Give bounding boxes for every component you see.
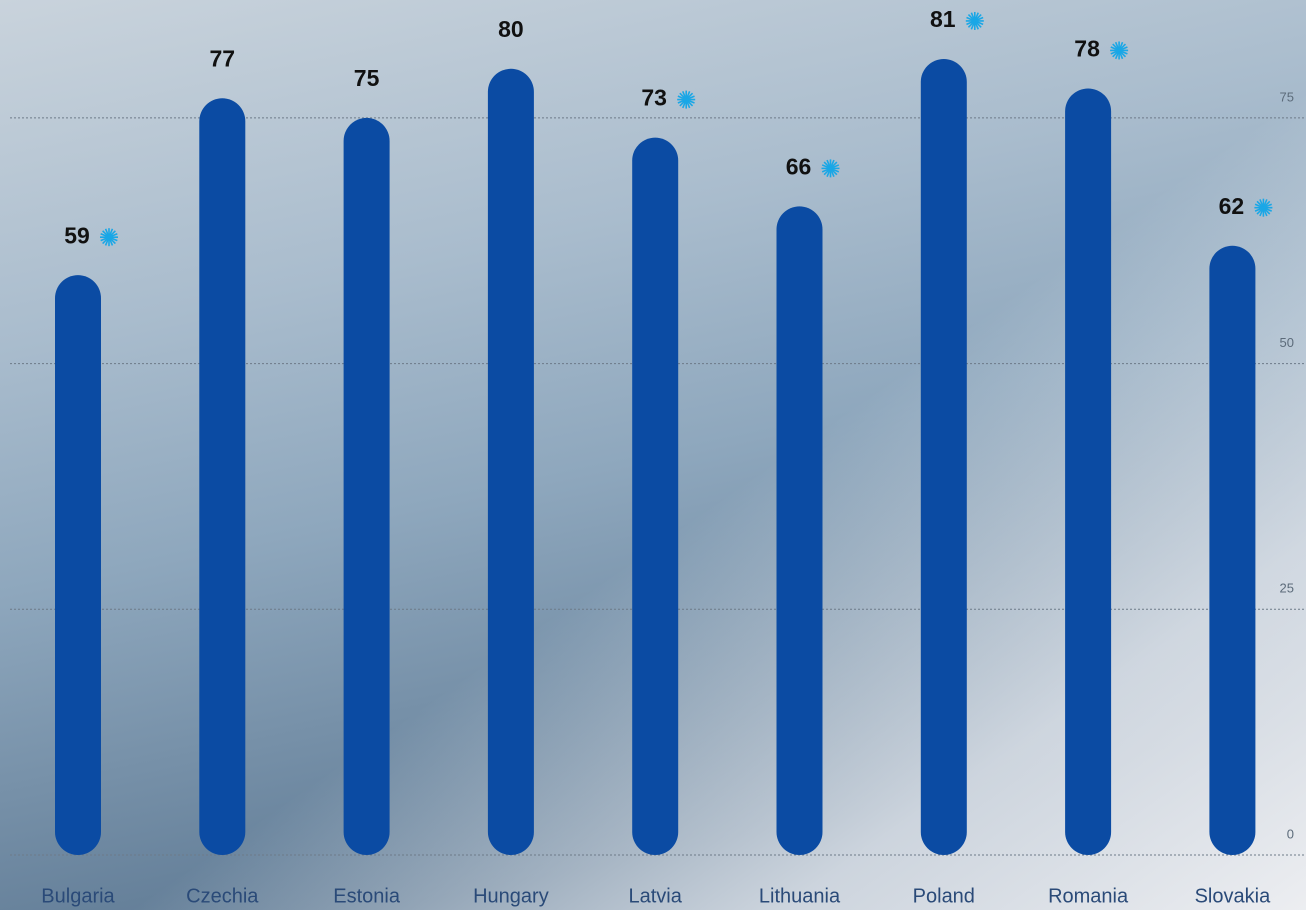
flag-icon bbox=[100, 228, 118, 247]
bar bbox=[1065, 88, 1112, 856]
x-tick-label: Estonia bbox=[333, 885, 401, 907]
value-label: 78 bbox=[1074, 36, 1100, 62]
value-label: 59 bbox=[64, 222, 90, 248]
x-tick-label: Hungary bbox=[473, 885, 549, 907]
bar bbox=[776, 206, 823, 856]
x-tick-label: Bulgaria bbox=[41, 885, 115, 907]
bar bbox=[1209, 245, 1256, 856]
y-tick-label: 25 bbox=[1280, 581, 1294, 596]
bar bbox=[632, 137, 679, 856]
bar bbox=[487, 68, 534, 856]
bar bbox=[199, 98, 246, 855]
y-tick-label: 75 bbox=[1280, 89, 1294, 104]
flag-icon bbox=[965, 11, 984, 30]
bar bbox=[343, 117, 390, 856]
bar bbox=[55, 275, 101, 855]
x-tick-label: Czechia bbox=[186, 885, 259, 907]
value-label: 66 bbox=[786, 153, 812, 179]
flag-icon bbox=[1110, 41, 1129, 60]
value-label: 80 bbox=[498, 16, 524, 42]
bar bbox=[920, 58, 967, 856]
x-tick-label: Romania bbox=[1048, 885, 1129, 907]
value-label: 73 bbox=[641, 85, 667, 111]
y-tick-label: 50 bbox=[1280, 335, 1294, 350]
flag-icon bbox=[821, 159, 840, 178]
flag-icon bbox=[677, 90, 696, 109]
x-tick-label: Slovakia bbox=[1195, 885, 1271, 907]
x-tick-label: Latvia bbox=[629, 885, 683, 907]
y-tick-label: 0 bbox=[1287, 826, 1294, 841]
x-tick-label: Lithuania bbox=[759, 885, 841, 907]
value-label: 62 bbox=[1219, 193, 1245, 219]
value-label: 77 bbox=[210, 45, 236, 71]
value-label: 81 bbox=[930, 6, 956, 32]
x-tick-label: Poland bbox=[913, 885, 975, 907]
flag-icon bbox=[1254, 198, 1273, 217]
value-label: 75 bbox=[354, 65, 380, 91]
